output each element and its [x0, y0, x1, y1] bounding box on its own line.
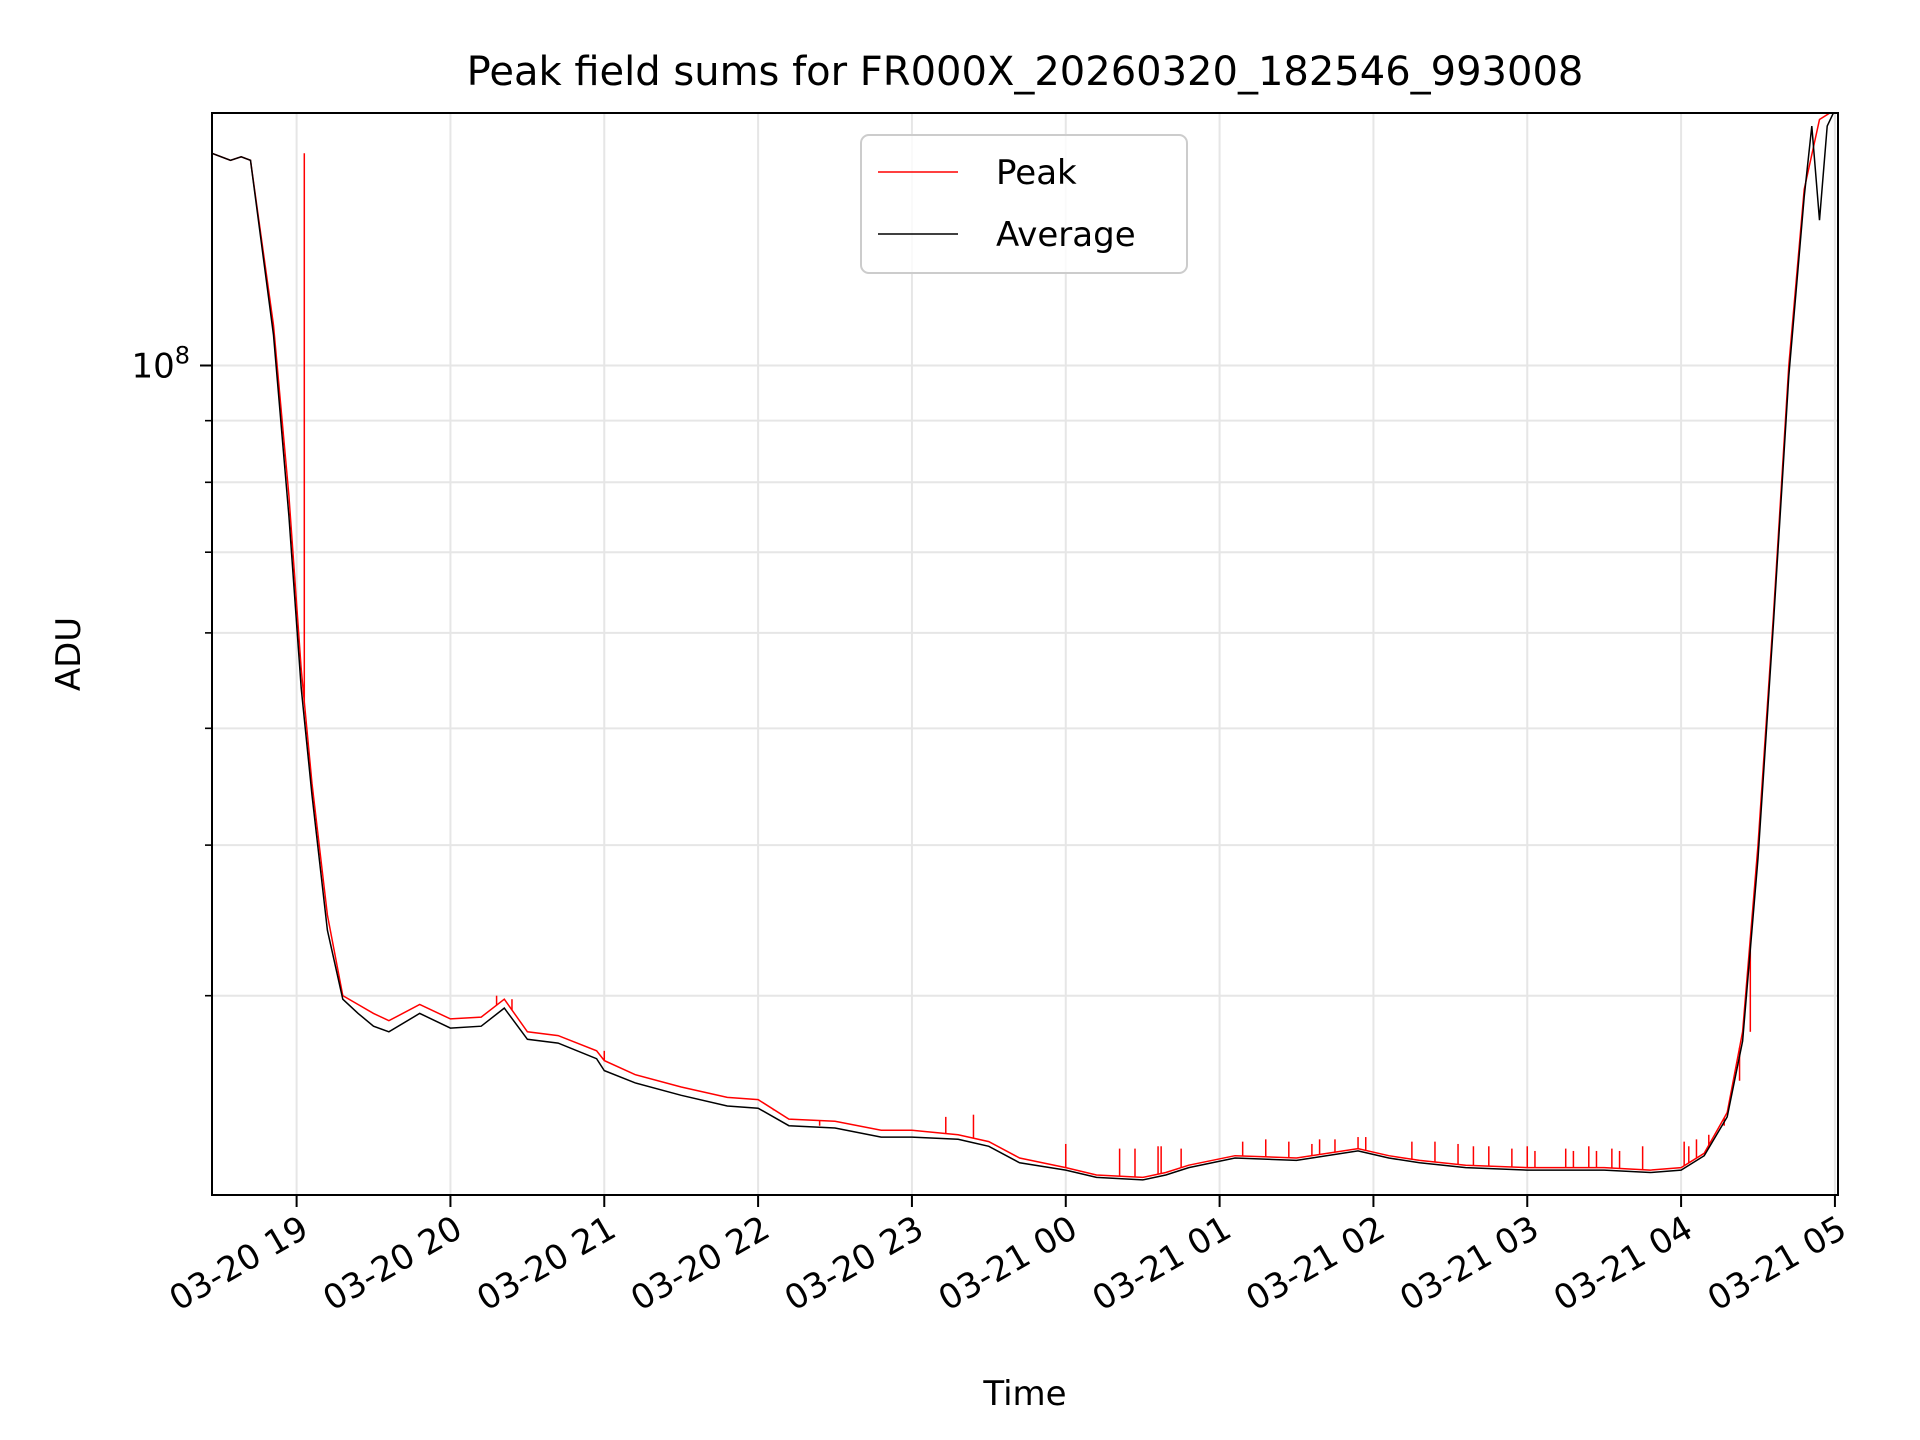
x-axis-label: Time	[982, 1374, 1066, 1414]
plot-area	[212, 113, 1835, 1181]
grid-lines	[212, 113, 1838, 1195]
plot-frame	[211, 112, 1839, 1196]
chart-title: Peak field sums for FR000X_20260320_1825…	[467, 49, 1584, 95]
average-series-line	[212, 113, 1835, 1181]
y-tick-label: 108	[131, 342, 190, 387]
y-axis-label: ADU	[49, 617, 89, 691]
legend-average-label: Average	[996, 215, 1136, 255]
legend-peak-label: Peak	[996, 153, 1077, 193]
peak-series-line	[212, 113, 1832, 1179]
legend: Peak Average	[860, 134, 1188, 274]
legend-box	[860, 134, 1188, 274]
peak-spikes	[303, 153, 1752, 1178]
y-axis-ticks: 108	[131, 342, 212, 997]
